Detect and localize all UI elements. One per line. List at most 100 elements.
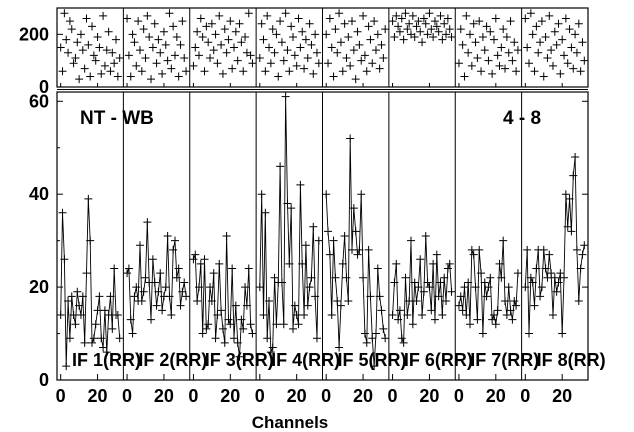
- top-panel-marker: [401, 9, 410, 18]
- top-panel-marker: [104, 27, 113, 36]
- x-tick-label: 0: [321, 386, 331, 406]
- top-panel-marker: [100, 61, 109, 70]
- series-group: [388, 9, 456, 380]
- top-panel-marker: [56, 43, 65, 52]
- y-tick-label: 20: [29, 277, 49, 297]
- data-point-marker: [414, 283, 423, 292]
- top-panel-marker: [430, 17, 439, 26]
- data-point-marker: [401, 273, 410, 282]
- data-point-marker: [285, 259, 294, 268]
- top-panel-marker: [91, 56, 100, 65]
- data-point-marker: [147, 315, 156, 324]
- top-panel-marker: [58, 67, 67, 76]
- top-panel-marker: [484, 56, 493, 65]
- top-panel-marker: [373, 30, 382, 39]
- top-panel-marker: [294, 14, 303, 23]
- top-panel-marker: [169, 22, 178, 31]
- series-group: [322, 9, 390, 380]
- data-point-marker: [388, 310, 397, 319]
- data-point-marker: [502, 310, 511, 319]
- top-panel-marker: [301, 35, 310, 44]
- data-point-marker: [569, 171, 578, 180]
- top-panel-marker: [154, 35, 163, 44]
- top-panel-marker: [443, 14, 452, 23]
- top-panel-marker: [97, 69, 106, 78]
- top-panel-marker: [289, 32, 297, 41]
- top-panel-marker: [353, 27, 362, 36]
- top-panel-marker: [486, 27, 495, 36]
- top-panel-marker: [274, 72, 283, 81]
- top-panel-marker: [419, 14, 428, 23]
- data-point-marker: [235, 352, 244, 361]
- top-panel-marker: [204, 38, 213, 47]
- top-panel-marker: [408, 11, 417, 20]
- top-panel-marker: [88, 22, 97, 31]
- top-panel-marker: [560, 51, 569, 60]
- data-point-marker: [88, 338, 97, 347]
- data-point-marker: [580, 241, 589, 250]
- data-point-marker: [390, 278, 399, 287]
- y-tick-label: 40: [29, 184, 49, 204]
- data-point-marker: [128, 329, 137, 338]
- top-panel-marker: [563, 59, 572, 68]
- top-panel-marker: [141, 54, 150, 63]
- top-panel-marker: [305, 19, 314, 28]
- data-point-marker: [209, 269, 218, 278]
- data-point-marker: [333, 297, 342, 306]
- top-panel-marker: [447, 32, 456, 41]
- data-point-marker: [466, 320, 474, 329]
- top-panel-marker: [331, 25, 340, 34]
- top-panel-marker: [108, 48, 117, 57]
- top-panel-marker: [180, 54, 189, 63]
- top-panel-marker: [67, 25, 76, 34]
- data-point-marker: [407, 236, 415, 245]
- y-tick-label: 60: [29, 91, 49, 111]
- top-panel-marker: [211, 30, 220, 39]
- top-panel-marker: [174, 72, 183, 81]
- data-point-marker: [231, 301, 240, 310]
- top-panel-marker: [220, 25, 229, 34]
- top-panel-marker: [578, 38, 587, 47]
- x-tick-label: 20: [552, 386, 572, 406]
- top-panel-marker: [128, 30, 137, 39]
- top-panel-marker: [473, 54, 482, 63]
- data-point-marker: [510, 297, 519, 306]
- top-panel-marker: [202, 22, 211, 31]
- data-point-marker: [536, 292, 545, 301]
- data-point-marker: [349, 204, 358, 213]
- x-tick-label: 0: [454, 386, 464, 406]
- data-point-marker: [392, 259, 401, 268]
- data-point-marker: [86, 236, 95, 245]
- top-panel-marker: [478, 32, 487, 41]
- top-panel-marker: [381, 25, 390, 34]
- top-panel-marker: [287, 22, 296, 31]
- data-point-marker: [56, 310, 65, 319]
- data-point-marker: [565, 194, 574, 203]
- top-panel-marker: [418, 38, 427, 47]
- top-panel-marker: [399, 35, 408, 44]
- top-panel-marker: [218, 69, 227, 78]
- top-panel-marker: [298, 27, 307, 36]
- data-point-marker: [246, 320, 255, 329]
- top-panel-marker: [471, 38, 480, 47]
- top-panel-marker: [357, 56, 366, 65]
- data-point-marker: [335, 343, 344, 352]
- top-panel-marker: [69, 59, 78, 68]
- top-panel-marker: [283, 46, 292, 55]
- top-panel-marker: [156, 48, 165, 57]
- data-point-marker: [338, 259, 347, 268]
- data-point-marker: [259, 310, 268, 319]
- top-panel-marker: [270, 48, 279, 57]
- top-panel-marker: [475, 17, 484, 26]
- top-panel-marker: [364, 22, 373, 31]
- data-point-marker: [445, 259, 454, 268]
- top-panel-marker: [213, 59, 222, 68]
- data-point-marker: [272, 320, 281, 329]
- data-point-marker: [373, 264, 382, 273]
- data-point-marker: [228, 264, 237, 273]
- data-point-marker: [336, 301, 345, 310]
- data-point-marker: [148, 255, 157, 264]
- data-point-marker: [91, 320, 100, 329]
- data-point-marker: [60, 255, 69, 264]
- data-point-marker: [408, 320, 417, 329]
